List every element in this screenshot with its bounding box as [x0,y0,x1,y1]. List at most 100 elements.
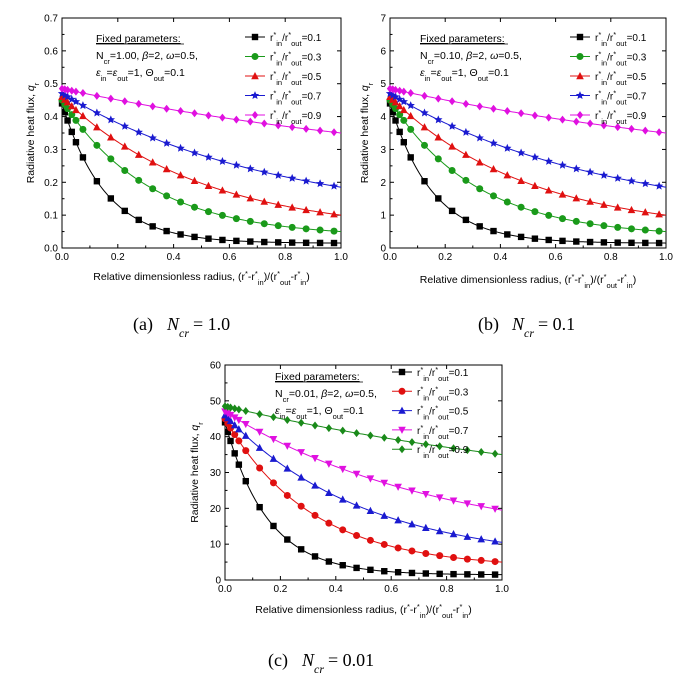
data-point [463,555,471,563]
data-point [491,505,499,513]
legend-entry: r*in/r*out=0.9 [245,108,322,126]
legend-label: r*in/r*out=0.5 [270,69,322,87]
data-point [600,121,608,130]
data-point [572,217,580,225]
fixed-parameters-line2: εin=εout=1, Θout=0.1 [96,67,185,83]
data-point [464,571,471,578]
x-tick-label: 1.0 [334,252,348,263]
data-point [106,115,116,124]
data-point [447,121,457,130]
data-point [284,415,291,424]
data-point [408,569,416,577]
data-point [450,570,457,578]
data-point [71,97,81,106]
data-point [461,127,471,136]
data-point [353,429,360,438]
y-tick-label: 4 [380,112,386,123]
y-tick-label: 7 [380,14,386,25]
data-point [191,233,198,241]
legend-label: r*in/r*out=0.5 [417,403,469,421]
fixed-parameters-box: Fixed parameters: Ncr=0.01, β=2, ω=0.5,εi… [275,371,377,421]
data-point [231,404,238,413]
caption-letter: (a) [133,314,153,335]
data-point [246,194,255,202]
chart-c: 0.0 0.2 0.4 0.6 0.8 1.0 0 10 20 30 40 50 60 Relative … [189,361,509,620]
data-point [149,102,156,111]
data-point [338,495,347,503]
data-point [628,239,635,247]
legend-entry: r*in/r*out=0.3 [245,49,322,67]
data-point [517,176,525,184]
data-point [72,87,80,96]
data-point [226,411,235,420]
y-tick-label: 0.0 [44,244,58,255]
fixed-parameters-box: Fixed parameters: Ncr=0.10, β=2, ω=0.5,εi… [420,33,522,83]
series-1 [386,100,667,247]
legend-marker [398,368,406,376]
series-4 [221,408,503,513]
data-point [392,117,399,124]
y-tick-label: 3 [380,145,386,156]
data-point [260,167,269,176]
data-point [274,200,283,208]
data-point [224,428,231,436]
legend-label: r*in/r*out=0.3 [417,384,469,402]
data-point [218,211,226,219]
legend-entry: r*in/r*out=0.1 [392,365,469,383]
data-point [491,558,499,566]
data-point [559,237,566,245]
legend-entry: r*in/r*out=0.1 [245,30,322,48]
data-point [406,101,415,110]
data-point [613,173,622,182]
data-point [93,141,101,149]
caption-letter: (c) [268,650,288,671]
data-point [531,208,539,216]
series-line [389,88,667,134]
data-point [436,552,444,560]
data-point [544,186,553,194]
data-point [516,148,526,157]
data-point [477,503,486,511]
data-point [655,239,663,247]
legend-entry: r*in/r*out=0.9 [392,442,469,460]
data-point [642,126,649,135]
data-point [270,522,277,530]
legend-marker [576,33,584,41]
x-tick-label: 0.2 [438,252,452,263]
y-tick-label: 0.6 [44,46,58,57]
data-point [394,544,402,552]
data-point [545,113,552,122]
data-point [573,238,580,245]
data-point [476,185,484,193]
data-point [655,210,663,218]
data-point [367,431,374,440]
data-point [163,104,170,113]
legend-marker [251,72,259,80]
data-point [149,223,156,230]
data-point [600,200,608,208]
data-point [232,190,241,198]
data-point [462,150,470,158]
data-point [627,176,636,185]
x-tick-label: 0.4 [167,252,181,263]
data-point [231,431,239,439]
data-point [261,238,268,246]
data-point [218,186,227,194]
data-point [628,225,635,233]
data-point [205,111,212,120]
data-point [366,475,375,483]
data-point [400,87,407,96]
data-point [149,185,157,193]
data-point [421,178,428,185]
data-point [269,454,278,462]
data-point [93,91,101,100]
data-point [283,464,292,472]
data-point [408,547,416,555]
data-point [381,433,388,442]
y-tick-label: 0.5 [44,79,58,90]
legend-marker [398,426,406,434]
data-point [121,97,128,106]
legend-marker [398,445,406,454]
data-point [338,465,347,474]
